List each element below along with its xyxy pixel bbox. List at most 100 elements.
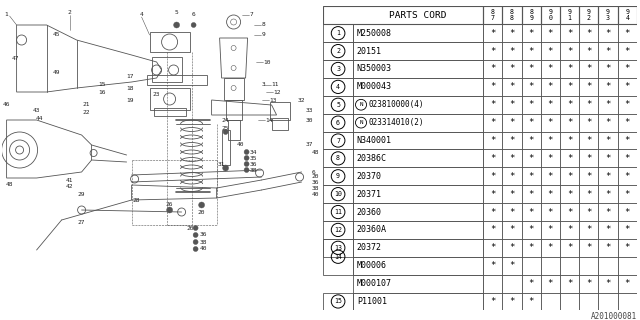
Bar <box>598 149 618 167</box>
Text: *: * <box>586 100 591 109</box>
Text: *: * <box>548 243 553 252</box>
Text: 14: 14 <box>334 254 342 260</box>
Circle shape <box>173 22 180 28</box>
Bar <box>353 239 483 257</box>
Bar <box>598 114 618 132</box>
Bar <box>618 257 637 275</box>
Bar <box>353 167 483 185</box>
Text: *: * <box>548 279 553 288</box>
Text: 28: 28 <box>133 197 140 203</box>
Circle shape <box>244 167 249 172</box>
Text: *: * <box>548 47 553 56</box>
Bar <box>502 149 522 167</box>
Text: 20: 20 <box>312 174 319 180</box>
Bar <box>579 42 598 60</box>
Text: 8
7: 8 7 <box>491 9 495 21</box>
Bar <box>353 257 483 275</box>
Text: 44: 44 <box>36 116 44 121</box>
Text: 22: 22 <box>83 109 90 115</box>
Bar <box>618 24 637 42</box>
Text: 35: 35 <box>250 156 257 161</box>
Bar <box>541 42 560 60</box>
Text: 9
0: 9 0 <box>548 9 552 21</box>
Bar <box>353 60 483 78</box>
Bar <box>541 24 560 42</box>
Text: *: * <box>586 82 591 92</box>
Bar <box>323 114 353 132</box>
Circle shape <box>166 207 173 213</box>
Text: *: * <box>509 261 515 270</box>
Text: *: * <box>529 243 534 252</box>
Text: *: * <box>605 190 611 199</box>
Bar <box>522 96 541 114</box>
Text: 11: 11 <box>334 209 342 215</box>
Bar <box>522 275 541 292</box>
Bar <box>579 6 598 24</box>
Text: *: * <box>490 65 495 74</box>
Bar <box>502 78 522 96</box>
Text: *: * <box>567 208 572 217</box>
Bar <box>522 257 541 275</box>
Bar <box>522 292 541 310</box>
Bar <box>150 32 189 52</box>
Text: *: * <box>548 65 553 74</box>
Text: *: * <box>586 208 591 217</box>
Bar <box>618 292 637 310</box>
Text: 20372: 20372 <box>356 243 381 252</box>
Bar <box>560 149 579 167</box>
Bar <box>502 221 522 239</box>
Bar <box>560 60 579 78</box>
Text: *: * <box>529 154 534 163</box>
Text: *: * <box>529 297 534 306</box>
Text: *: * <box>605 208 611 217</box>
Text: *: * <box>605 243 611 252</box>
Bar <box>560 78 579 96</box>
Text: *: * <box>490 118 495 127</box>
Bar <box>353 292 483 310</box>
Text: *: * <box>605 279 611 288</box>
Text: *: * <box>625 279 630 288</box>
Bar <box>579 275 598 292</box>
Text: 20: 20 <box>187 226 194 230</box>
Text: 23: 23 <box>153 92 161 98</box>
Bar <box>560 292 579 310</box>
Bar <box>353 42 483 60</box>
Circle shape <box>223 130 228 134</box>
Bar <box>483 114 502 132</box>
Text: *: * <box>586 225 591 235</box>
Text: *: * <box>490 208 495 217</box>
Text: *: * <box>529 100 534 109</box>
Text: *: * <box>625 225 630 235</box>
Text: 9: 9 <box>262 33 266 37</box>
Text: 49: 49 <box>53 69 60 75</box>
Text: *: * <box>625 100 630 109</box>
Text: 20360A: 20360A <box>356 225 387 235</box>
Bar <box>502 203 522 221</box>
Text: 48: 48 <box>6 182 13 188</box>
Text: 37: 37 <box>306 142 314 148</box>
Bar <box>579 114 598 132</box>
Text: 2: 2 <box>68 11 72 15</box>
Bar <box>223 78 244 100</box>
Text: 29: 29 <box>78 193 85 197</box>
Bar <box>353 185 483 203</box>
Bar <box>560 203 579 221</box>
Text: *: * <box>625 190 630 199</box>
Text: *: * <box>509 208 515 217</box>
Text: 40: 40 <box>312 191 319 196</box>
Text: *: * <box>625 208 630 217</box>
Bar <box>502 114 522 132</box>
Bar <box>502 292 522 310</box>
Text: 12: 12 <box>274 90 281 94</box>
Bar <box>483 185 502 203</box>
Bar <box>225 100 241 120</box>
Text: *: * <box>490 100 495 109</box>
Text: 36: 36 <box>312 180 319 185</box>
Text: *: * <box>605 136 611 145</box>
Circle shape <box>193 239 198 244</box>
Text: 6: 6 <box>336 120 340 126</box>
Text: *: * <box>529 208 534 217</box>
Text: *: * <box>548 154 553 163</box>
Bar <box>323 6 483 24</box>
Text: 20386C: 20386C <box>356 154 387 163</box>
